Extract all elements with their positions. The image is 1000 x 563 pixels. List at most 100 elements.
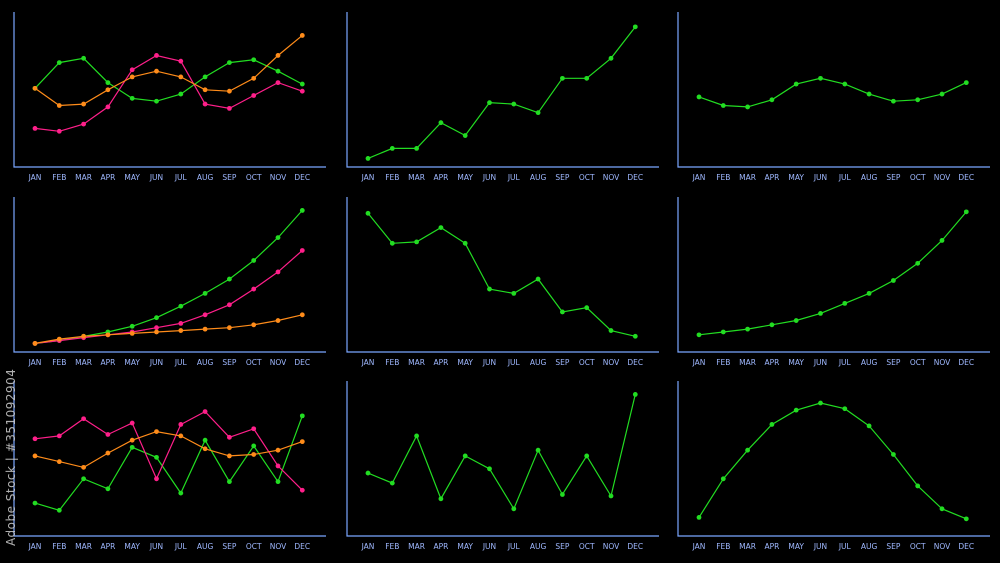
data-point <box>560 75 565 81</box>
series-line-1 <box>367 26 636 159</box>
x-tick-label: SEP <box>555 542 569 551</box>
data-point <box>105 332 111 338</box>
data-point <box>818 310 823 316</box>
x-tick-label: JUN <box>482 542 496 551</box>
x-tick-label: OCT <box>910 542 926 551</box>
data-point <box>511 506 517 512</box>
data-point <box>438 120 444 126</box>
x-tick-label: OCT <box>910 358 926 367</box>
axis-lines <box>13 381 326 537</box>
x-tick-label: MAY <box>457 358 473 367</box>
x-tick-label: MAR <box>75 358 92 367</box>
data-point <box>227 434 232 440</box>
x-tick-label: SEP <box>886 542 900 551</box>
data-point <box>745 104 750 110</box>
series-line-1 <box>698 211 967 336</box>
x-tick-label: MAY <box>124 542 140 551</box>
data-point <box>227 276 232 282</box>
data-point <box>275 269 281 275</box>
data-point <box>56 60 62 66</box>
data-point <box>227 302 232 308</box>
data-point <box>227 88 232 94</box>
x-tick-label: FEB <box>52 358 66 367</box>
x-tick-label: JUL <box>174 358 188 367</box>
data-point <box>275 53 281 58</box>
data-point <box>81 55 86 61</box>
data-point <box>939 506 945 512</box>
data-point <box>202 326 208 332</box>
data-point <box>81 101 86 107</box>
data-point <box>818 400 823 406</box>
x-tick-label: JUN <box>149 542 163 551</box>
x-tick-label: JUL <box>507 358 521 367</box>
data-point <box>915 260 921 266</box>
data-point <box>963 80 969 86</box>
x-tick-label: FEB <box>716 358 730 367</box>
data-point <box>56 507 62 513</box>
x-tick-label: NOV <box>603 358 620 367</box>
data-point <box>275 68 281 74</box>
x-tick-label: MAR <box>408 358 425 367</box>
x-tick-label: JAN <box>361 542 375 551</box>
x-tick-label: FEB <box>716 173 730 182</box>
x-tick-label: MAY <box>124 173 140 182</box>
data-point <box>81 464 86 470</box>
x-tick-label: OCT <box>579 542 595 551</box>
data-point <box>202 290 208 296</box>
data-point <box>202 312 208 318</box>
x-tick-label: DEC <box>627 173 643 182</box>
x-tick-label: APR <box>100 173 115 182</box>
data-point <box>154 329 159 335</box>
data-point <box>866 91 872 97</box>
x-tick-label: OCT <box>246 358 262 367</box>
x-tick-label: MAY <box>124 358 140 367</box>
data-point <box>939 91 945 97</box>
x-tick-label: MAR <box>739 173 756 182</box>
x-tick-label: SEP <box>886 358 900 367</box>
data-point <box>389 480 395 486</box>
data-point <box>535 276 541 282</box>
data-point <box>81 333 86 339</box>
x-tick-label: FEB <box>52 542 66 551</box>
data-point <box>129 323 135 329</box>
data-point <box>227 453 232 459</box>
data-point <box>891 98 896 104</box>
x-tick-label: NOV <box>270 542 287 551</box>
x-tick-label: NOV <box>934 173 951 182</box>
data-point <box>963 209 969 215</box>
data-point <box>154 53 159 58</box>
data-point <box>720 476 726 482</box>
x-tick-label: MAR <box>75 173 92 182</box>
data-point <box>414 239 419 245</box>
data-point <box>769 322 775 328</box>
data-point <box>462 240 468 246</box>
series-line-1 <box>34 57 303 102</box>
data-point <box>202 446 208 452</box>
data-point <box>227 325 232 331</box>
x-tick-label: MAY <box>788 358 804 367</box>
x-tick-label: NOV <box>603 542 620 551</box>
data-point <box>251 443 257 449</box>
series-line-1 <box>367 212 636 337</box>
data-point <box>842 406 848 412</box>
data-point <box>696 94 702 100</box>
data-point <box>154 325 159 331</box>
x-tick-label: JUN <box>813 358 827 367</box>
x-tick-label: SEP <box>222 173 236 182</box>
data-point <box>891 452 896 457</box>
data-point <box>487 286 492 292</box>
x-tick-label: MAR <box>75 542 92 551</box>
data-point <box>105 80 111 86</box>
axis-lines <box>677 381 990 537</box>
chart-panel-8: JAN FEB MAR APR MAY JUN JUL AUG SEP OCT NOV DEC <box>346 381 659 551</box>
x-tick-label: AUG <box>530 358 547 367</box>
data-point <box>178 91 184 97</box>
data-point <box>105 104 111 110</box>
x-tick-label: NOV <box>270 173 287 182</box>
data-point <box>129 331 135 336</box>
data-point <box>769 97 775 103</box>
x-tick-label: AUG <box>861 542 878 551</box>
data-point <box>129 95 135 101</box>
x-tick-label: JUL <box>838 358 852 367</box>
